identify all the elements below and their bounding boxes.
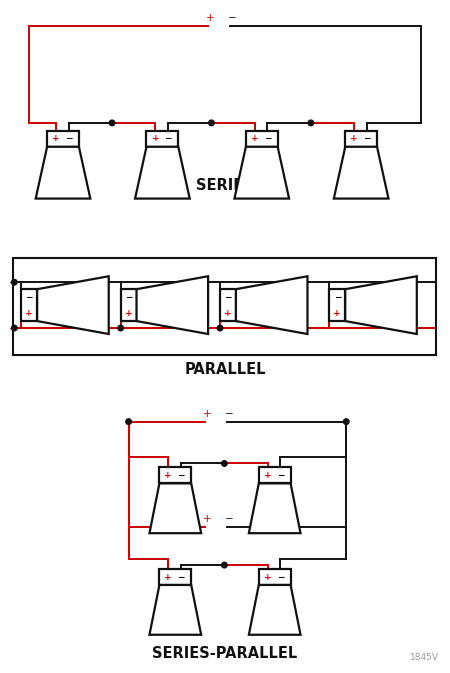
Circle shape xyxy=(109,120,115,126)
Bar xyxy=(329,289,345,321)
Text: +: + xyxy=(203,514,212,524)
Bar xyxy=(159,569,191,585)
Text: −: − xyxy=(277,471,284,480)
Text: −: − xyxy=(363,135,371,143)
Bar xyxy=(14,258,436,355)
Text: +: + xyxy=(165,573,172,581)
Text: −: − xyxy=(224,293,232,302)
Bar xyxy=(21,289,37,321)
Circle shape xyxy=(343,419,349,425)
Text: −: − xyxy=(125,293,132,302)
Text: −: − xyxy=(65,135,72,143)
Bar xyxy=(47,131,79,147)
Text: −: − xyxy=(333,293,341,302)
Circle shape xyxy=(12,279,17,285)
Bar xyxy=(259,468,291,483)
Circle shape xyxy=(12,325,17,331)
Circle shape xyxy=(221,461,227,466)
Text: −: − xyxy=(228,13,236,24)
Polygon shape xyxy=(334,147,388,199)
Text: +: + xyxy=(251,135,259,143)
Text: +: + xyxy=(125,309,132,318)
Text: +: + xyxy=(203,409,212,419)
Text: +: + xyxy=(351,135,358,143)
Text: +: + xyxy=(264,573,271,581)
Circle shape xyxy=(217,325,223,331)
Bar xyxy=(259,569,291,585)
Text: −: − xyxy=(9,278,18,288)
Polygon shape xyxy=(149,585,201,635)
Circle shape xyxy=(209,120,214,126)
Text: +: + xyxy=(206,13,214,24)
Text: +: + xyxy=(264,471,271,480)
Bar xyxy=(220,289,236,321)
Polygon shape xyxy=(249,483,301,533)
Text: −: − xyxy=(225,514,234,524)
Bar xyxy=(345,131,377,147)
Bar xyxy=(147,131,178,147)
Polygon shape xyxy=(249,585,301,635)
Text: −: − xyxy=(177,471,185,480)
Text: −: − xyxy=(225,409,234,419)
Polygon shape xyxy=(345,276,417,334)
Text: SERIES: SERIES xyxy=(196,178,254,193)
Text: 1845V: 1845V xyxy=(410,653,439,662)
Polygon shape xyxy=(234,147,289,199)
Text: −: − xyxy=(164,135,172,143)
Bar xyxy=(121,289,136,321)
Polygon shape xyxy=(149,483,201,533)
Text: −: − xyxy=(264,135,271,143)
Text: +: + xyxy=(165,471,172,480)
Text: +: + xyxy=(9,324,18,334)
Bar xyxy=(246,131,278,147)
Polygon shape xyxy=(135,147,190,199)
Text: −: − xyxy=(26,293,33,302)
Circle shape xyxy=(118,325,123,331)
Text: +: + xyxy=(25,309,33,318)
Circle shape xyxy=(308,120,314,126)
Polygon shape xyxy=(37,276,109,334)
Text: PARALLEL: PARALLEL xyxy=(184,362,266,378)
Text: +: + xyxy=(52,135,60,143)
Text: +: + xyxy=(224,309,232,318)
Text: +: + xyxy=(333,309,341,318)
Text: −: − xyxy=(177,573,185,581)
Polygon shape xyxy=(236,276,307,334)
Text: +: + xyxy=(152,135,159,143)
Text: SERIES-PARALLEL: SERIES-PARALLEL xyxy=(153,646,297,661)
Bar xyxy=(159,468,191,483)
Text: −: − xyxy=(277,573,284,581)
Polygon shape xyxy=(36,147,90,199)
Circle shape xyxy=(126,419,131,425)
Polygon shape xyxy=(136,276,208,334)
Circle shape xyxy=(221,562,227,568)
